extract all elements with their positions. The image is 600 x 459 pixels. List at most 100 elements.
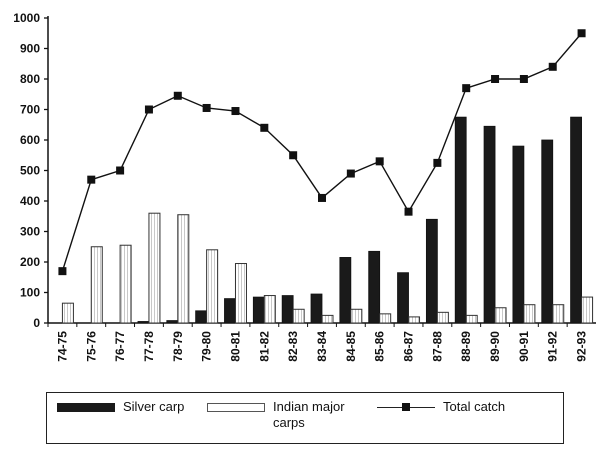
- bar-indian-major-carps: [581, 296, 594, 324]
- total-catch-marker: [577, 29, 586, 38]
- bar-indian-major-carps: [408, 316, 421, 324]
- legend-item-silver-carp: Silver carp: [57, 399, 184, 415]
- y-tick-label: 800: [20, 72, 40, 86]
- bar-silver-carp: [425, 218, 438, 324]
- x-tick-label: 92-93: [575, 331, 589, 362]
- bar-indian-major-carps: [61, 302, 74, 324]
- x-tick-label: 78-79: [171, 331, 185, 362]
- bar-indian-major-carps: [90, 246, 103, 324]
- bar-indian-major-carps: [206, 249, 219, 324]
- bar-indian-major-carps: [119, 244, 132, 324]
- bar-silver-carp: [224, 298, 236, 324]
- x-tick-label: 74-75: [55, 331, 69, 362]
- total-catch-marker: [318, 193, 326, 202]
- x-tick-label: 81-82: [257, 331, 271, 362]
- legend-label-indian-line2: carps: [273, 415, 305, 430]
- bar-silver-carp: [397, 272, 409, 324]
- y-tick-label: 600: [20, 133, 40, 147]
- y-tick-label: 0: [33, 316, 40, 330]
- bar-indian-major-carps: [263, 295, 276, 324]
- x-tick-label: 88-89: [459, 331, 473, 362]
- x-tick-label: 84-85: [344, 331, 358, 362]
- legend-item-indian-major-carps: Indian major carps: [207, 399, 345, 431]
- bar-silver-carp: [281, 295, 294, 324]
- y-tick-label: 1000: [13, 11, 40, 25]
- total-catch-marker: [231, 107, 240, 116]
- total-catch-marker: [433, 158, 442, 167]
- bar-silver-carp: [512, 145, 525, 324]
- bar-silver-carp: [339, 257, 352, 324]
- y-tick-label: 900: [20, 42, 40, 56]
- total-catch-marker: [144, 105, 153, 114]
- y-tick-label: 300: [20, 225, 40, 239]
- legend-item-total-catch: Total catch: [377, 399, 505, 415]
- total-catch-marker: [519, 75, 528, 83]
- total-catch-line: [58, 29, 586, 276]
- y-axis: 0 100 200 300 400 500 600 700 800 900 1000: [13, 11, 49, 330]
- bar-silver-carp: [454, 116, 467, 324]
- x-tick-label: 89-90: [488, 331, 502, 362]
- bar-silver-carp: [252, 296, 265, 324]
- x-axis: 74-75 75-76 76-77 77-78 78-79 79-80 80-81 81-82…: [47, 322, 596, 362]
- y-tick-label: 100: [20, 286, 40, 300]
- total-catch-marker: [173, 91, 182, 100]
- indian-major-carps-swatch: [207, 403, 265, 412]
- y-tick-label: 500: [20, 164, 40, 178]
- legend: Silver carp Indian major carps Total cat…: [46, 392, 564, 444]
- bar-indian-major-carps: [234, 263, 247, 324]
- legend-label-indian-major-carps: Indian major carps: [273, 399, 345, 431]
- bar-silver-carp: [541, 139, 554, 324]
- bar-silver-carp: [570, 116, 582, 324]
- bars: [61, 116, 594, 324]
- bar-indian-major-carps: [321, 314, 334, 324]
- legend-label-indian-line1: Indian major: [273, 399, 345, 414]
- legend-label-silver-carp: Silver carp: [123, 399, 185, 414]
- total-catch-marker: [346, 169, 355, 178]
- bar-silver-carp: [137, 321, 150, 324]
- bar-silver-carp: [368, 250, 381, 324]
- bar-silver-carp: [310, 293, 323, 324]
- bar-indian-major-carps: [177, 214, 190, 324]
- x-tick-label: 76-77: [113, 331, 127, 362]
- total-catch-marker: [404, 207, 413, 216]
- bar-indian-major-carps: [465, 314, 478, 324]
- bar-indian-major-carps: [379, 313, 392, 324]
- x-tick-label: 83-84: [315, 331, 329, 362]
- total-catch-marker: [260, 123, 269, 132]
- silver-carp-swatch: [57, 403, 115, 412]
- bar-indian-major-carps: [148, 212, 161, 324]
- bar-indian-major-carps: [436, 311, 449, 324]
- bar-indian-major-carps: [494, 307, 507, 324]
- total-catch-polyline: [61, 32, 583, 272]
- legend-label-total-catch: Total catch: [443, 399, 506, 414]
- total-catch-marker: [289, 151, 298, 160]
- total-catch-marker: [491, 75, 500, 83]
- bar-indian-major-carps: [552, 304, 565, 324]
- total-catch-swatch: [377, 399, 435, 415]
- bar-indian-major-carps: [523, 304, 536, 324]
- bar-indian-major-carps: [292, 308, 305, 324]
- total-catch-marker: [202, 103, 211, 112]
- x-tick-label: 80-81: [228, 331, 242, 362]
- x-tick-label: 82-83: [286, 331, 300, 362]
- chart: 0 100 200 300 400 500 600 700 800 900 1000 74-75 75…: [13, 11, 596, 362]
- total-catch-marker: [58, 267, 67, 276]
- x-tick-label: 91-92: [546, 331, 560, 362]
- x-tick-label: 77-78: [142, 331, 156, 362]
- y-tick-label: 700: [20, 103, 40, 117]
- bar-silver-carp: [483, 125, 496, 324]
- total-catch-marker: [116, 166, 125, 175]
- total-catch-marker: [375, 157, 384, 166]
- y-tick-label: 200: [20, 255, 40, 269]
- total-catch-marker: [462, 84, 471, 93]
- x-tick-label: 86-87: [402, 331, 416, 362]
- x-tick-label: 90-91: [517, 331, 531, 362]
- x-tick-label: 75-76: [84, 331, 98, 362]
- x-tick-label: 79-80: [200, 331, 214, 362]
- total-catch-marker: [548, 62, 557, 71]
- x-tick-label: 85-86: [373, 331, 387, 362]
- total-catch-marker: [87, 175, 96, 184]
- x-tick-label: 87-88: [430, 331, 444, 362]
- bar-silver-carp: [195, 310, 208, 324]
- y-tick-label: 400: [20, 194, 40, 208]
